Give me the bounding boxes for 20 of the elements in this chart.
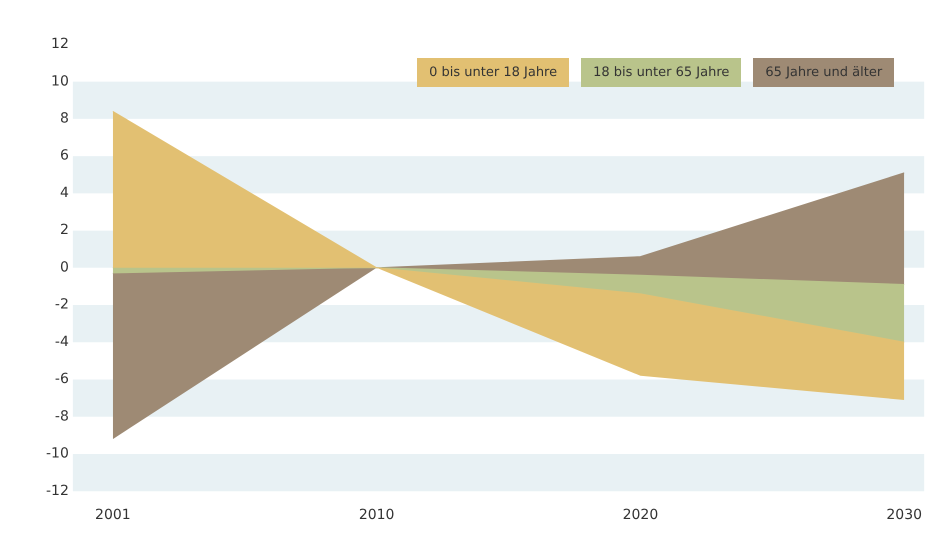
y-tick-label: -12 bbox=[46, 482, 69, 499]
y-tick-label: 0 bbox=[60, 259, 69, 276]
y-tick-label: -8 bbox=[54, 408, 69, 424]
y-tick-label: 8 bbox=[60, 110, 69, 127]
text: 65 Jahre und älter bbox=[753, 58, 894, 88]
text: 0 bis unter 18 Jahre bbox=[417, 58, 570, 88]
y-tick-label: -6 bbox=[54, 371, 69, 388]
y-tick-label: 6 bbox=[60, 148, 69, 164]
y-tick-label: -2 bbox=[54, 296, 69, 313]
x-tick-label: 2010 bbox=[358, 507, 394, 524]
text: 18 bis unter 65 Jahre bbox=[581, 58, 742, 88]
y-tick-label: 4 bbox=[60, 184, 69, 201]
y-tick-label: -10 bbox=[46, 446, 69, 462]
y-tick-label: -4 bbox=[54, 334, 69, 350]
x-tick-label: 2020 bbox=[622, 507, 658, 524]
y-tick-label: 10 bbox=[51, 73, 69, 90]
y-tick-label: 2 bbox=[60, 222, 69, 238]
x-tick-label: 2001 bbox=[95, 507, 131, 524]
y-tick-label: 12 bbox=[51, 36, 69, 52]
x-tick-label: 2030 bbox=[886, 507, 922, 524]
